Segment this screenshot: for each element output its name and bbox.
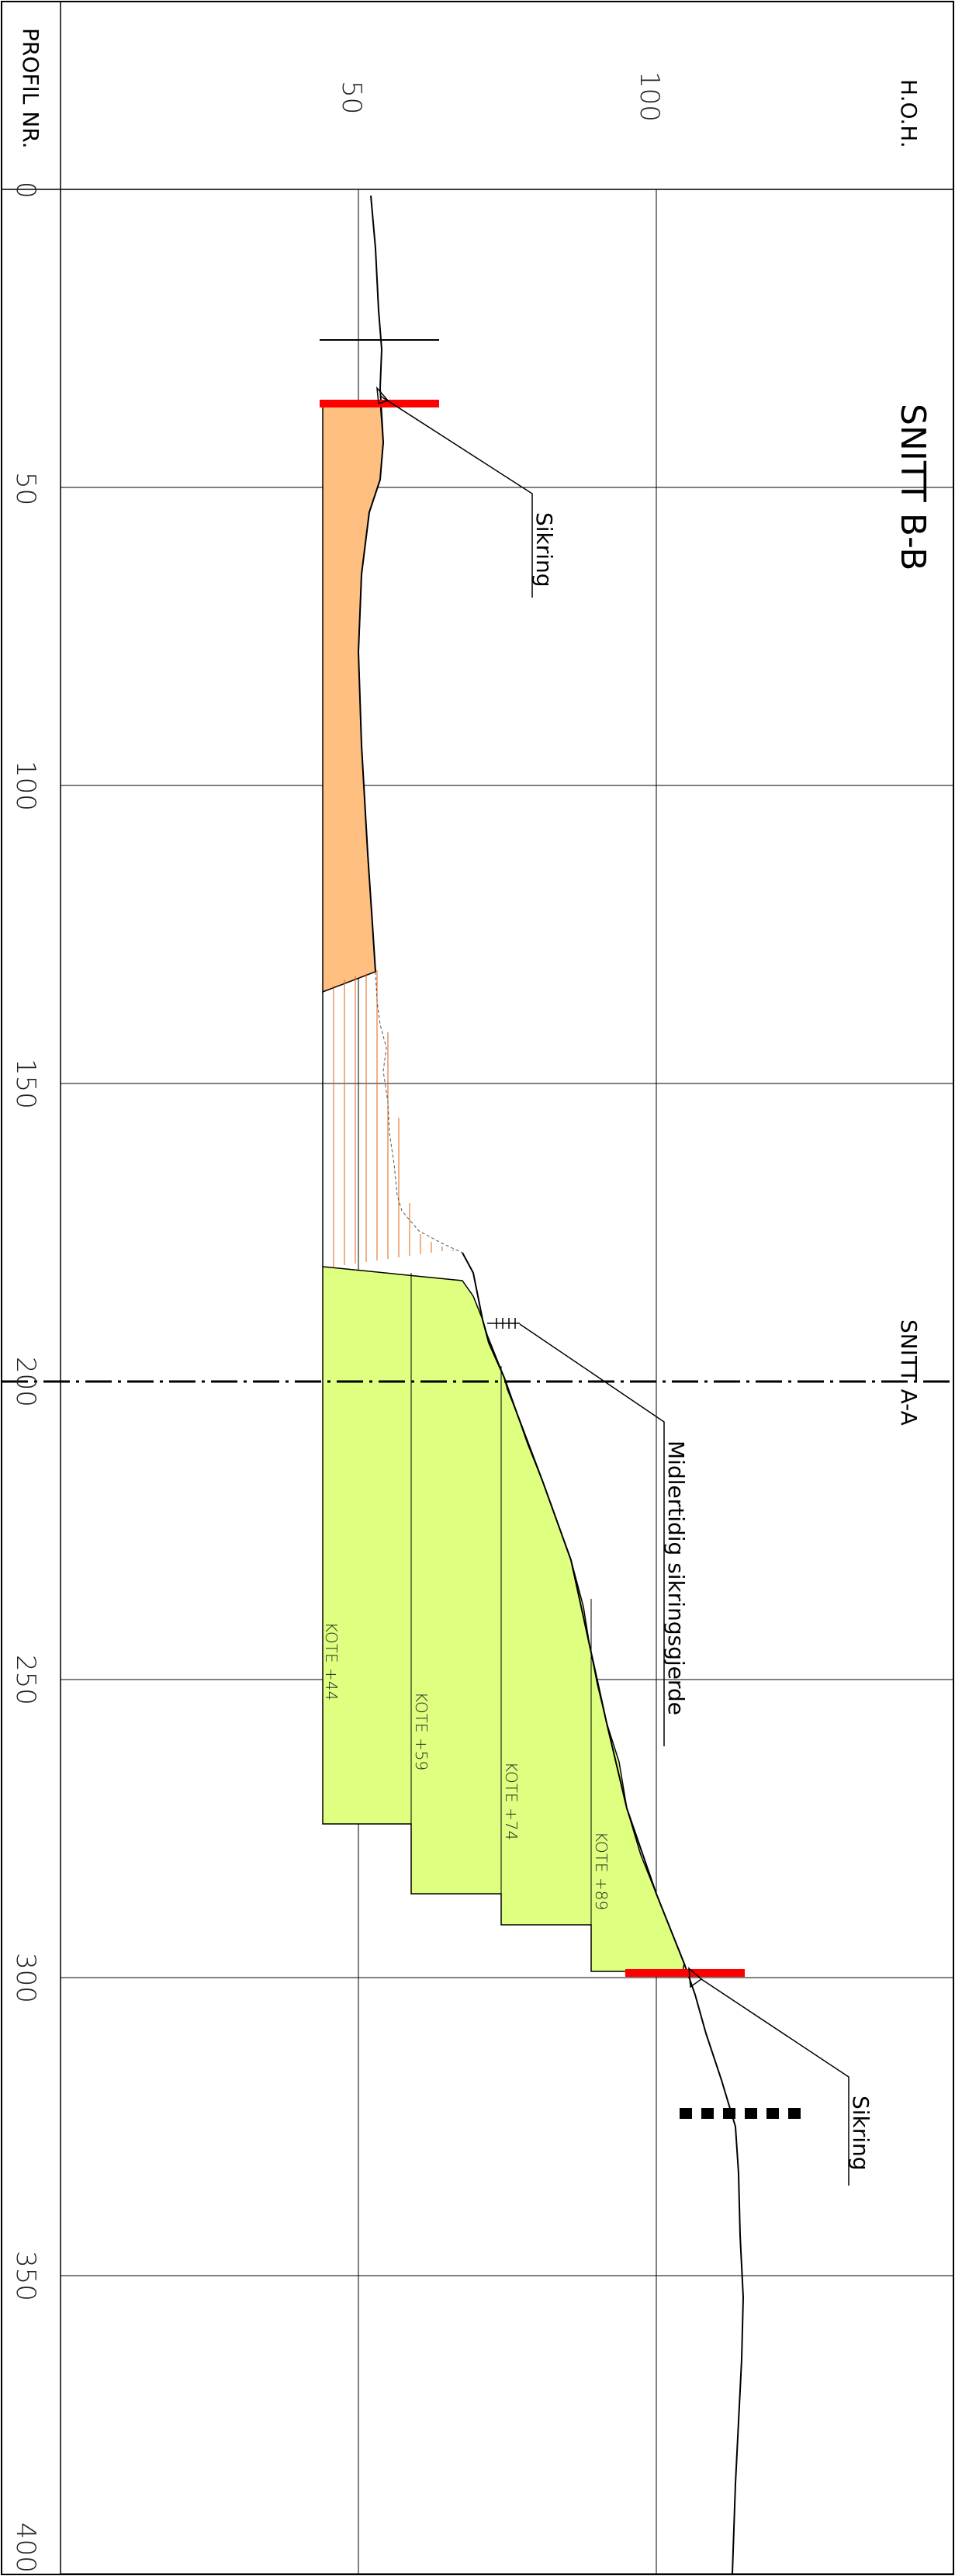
- profile-tick-300: 300: [10, 1953, 41, 2003]
- hatch-area: [333, 970, 454, 1267]
- hoh-label: H.O.H.: [896, 79, 922, 148]
- profile-tick-150: 150: [10, 1059, 41, 1109]
- profile-tick-400: 400: [10, 2522, 41, 2573]
- sikring-label-top: Sikring: [531, 512, 557, 588]
- profile-tick-0: 0: [10, 182, 41, 199]
- profile-tick-100: 100: [10, 761, 41, 811]
- profile-tick-350: 350: [10, 2251, 41, 2301]
- fence-label: Midlertidig sikringsgjerde: [663, 1441, 689, 1715]
- sikring-bottom-leader: [701, 1978, 849, 2186]
- profil-label: PROFIL NR.: [18, 28, 43, 149]
- fence-symbol: [487, 1318, 520, 1329]
- elevation-tick-100: 100: [634, 71, 665, 122]
- excavation-area: [322, 1266, 685, 1972]
- sikring-top-leader: [379, 395, 533, 598]
- profile-tick-250: 250: [10, 1655, 41, 1705]
- fill-area: [322, 401, 384, 993]
- sikring-bottom-arrow: [688, 1967, 703, 1988]
- kote-label-44: KOTE +44: [322, 1622, 341, 1701]
- profile-tick-labels: 0 50 100 150 200 250 300 350 400: [10, 182, 41, 2573]
- kote-label-59: KOTE +59: [412, 1692, 431, 1770]
- sikring-top-arrow: [376, 386, 389, 405]
- fence-leader: [519, 1323, 665, 1746]
- original-terrain-line: [375, 971, 463, 1253]
- section-reference: SNITT A-A: [896, 1319, 922, 1426]
- elevation-tick-50: 50: [336, 81, 367, 114]
- drawing-title: SNITT B-B: [893, 404, 933, 570]
- profile-tick-50: 50: [10, 472, 41, 505]
- sikring-label-bottom: Sikring: [848, 2096, 874, 2171]
- terrain-line: [357, 195, 745, 2574]
- kote-label-74: KOTE +74: [502, 1762, 521, 1840]
- barrier-marker: [680, 2108, 801, 2119]
- profile-tick-200: 200: [10, 1357, 41, 1407]
- kote-label-89: KOTE +89: [592, 1832, 611, 1910]
